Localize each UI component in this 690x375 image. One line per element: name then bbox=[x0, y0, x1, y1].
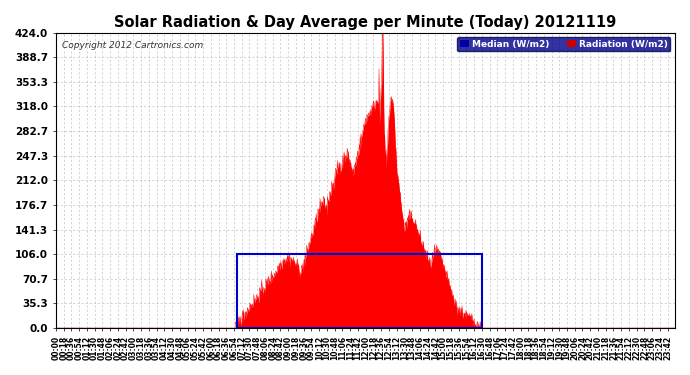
Title: Solar Radiation & Day Average per Minute (Today) 20121119: Solar Radiation & Day Average per Minute… bbox=[115, 15, 617, 30]
Text: Copyright 2012 Cartronics.com: Copyright 2012 Cartronics.com bbox=[62, 41, 204, 50]
Bar bbox=[237, 254, 482, 328]
Legend: Median (W/m2), Radiation (W/m2): Median (W/m2), Radiation (W/m2) bbox=[457, 37, 671, 51]
